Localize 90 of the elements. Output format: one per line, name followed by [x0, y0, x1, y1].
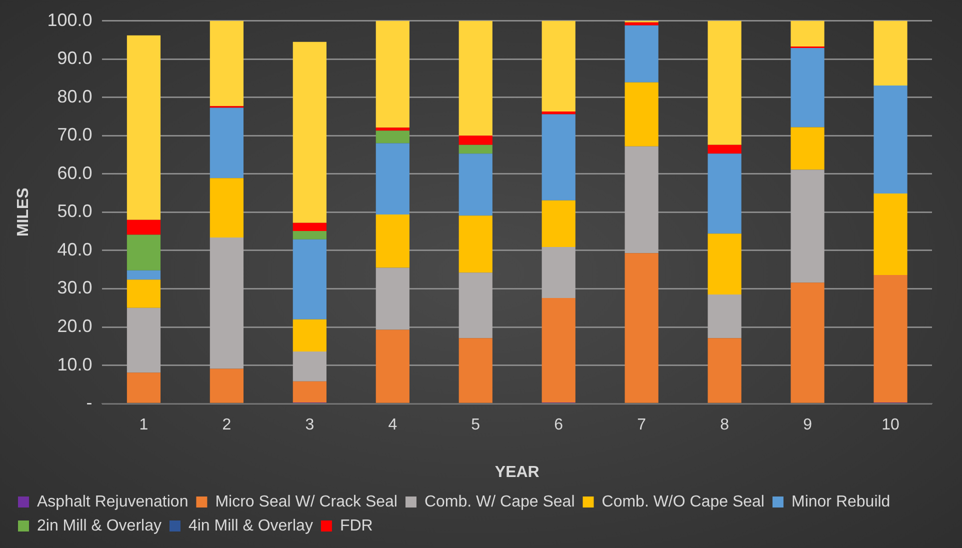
- bar: [708, 294, 742, 338]
- bar: [126, 234, 161, 270]
- bar: [126, 270, 161, 280]
- bar: [126, 35, 161, 220]
- x-tick-label: 10: [882, 416, 900, 434]
- y-tick-label: 60.0: [57, 162, 92, 183]
- y-tick-label: 10.0: [57, 354, 92, 374]
- y-tick-label: 70.0: [57, 124, 92, 145]
- bar: [126, 308, 161, 373]
- bar: [292, 42, 326, 223]
- bar: [376, 130, 410, 144]
- bar: [708, 20, 742, 145]
- bar: [292, 319, 326, 352]
- legend-label: Minor Rebuild: [791, 493, 890, 510]
- bar: [458, 216, 492, 273]
- bar: [210, 108, 244, 178]
- y-tick-label: -: [86, 392, 92, 413]
- x-tick-label: 2: [222, 416, 232, 434]
- bar: [376, 128, 410, 131]
- y-tick-label: 20.0: [57, 316, 92, 336]
- bar: [376, 214, 410, 268]
- legend-label: 4in Mill & Overlay: [188, 517, 313, 534]
- x-tick-label: 4: [388, 416, 398, 434]
- bar: [458, 144, 492, 154]
- bar: [458, 272, 492, 338]
- bar: [874, 274, 908, 402]
- y-tick-label: 90.0: [57, 48, 92, 68]
- x-tick-label: 7: [637, 416, 646, 434]
- bar: [126, 280, 161, 308]
- x-tick-label: 5: [471, 416, 480, 434]
- bar: [542, 20, 576, 112]
- y-tick-label: 50.0: [57, 201, 92, 222]
- x-tick-label: 9: [803, 416, 812, 434]
- bar: [376, 143, 410, 214]
- bar: [708, 234, 742, 294]
- bar: [624, 25, 658, 82]
- bar: [292, 381, 326, 402]
- bar: [458, 338, 492, 403]
- bar: [624, 146, 658, 254]
- bar: [292, 352, 326, 382]
- bar: [790, 282, 824, 403]
- bar: [708, 144, 742, 154]
- bar: [292, 230, 326, 240]
- bar: [292, 239, 326, 320]
- y-axis-title: MILES: [15, 187, 32, 237]
- bar: [624, 82, 658, 146]
- y-tick-label: 80.0: [57, 86, 92, 106]
- bar: [542, 200, 576, 248]
- bar: [376, 20, 410, 128]
- bar: [790, 20, 824, 46]
- bar: [542, 112, 576, 114]
- bar: [790, 127, 824, 170]
- bar: [210, 237, 244, 369]
- bar: [542, 298, 576, 402]
- legend-label: Micro Seal W/ Crack Seal: [215, 493, 398, 510]
- x-axis-title: YEAR: [494, 464, 540, 481]
- bar: [624, 22, 658, 26]
- bar: [790, 170, 824, 283]
- x-tick-label: 1: [139, 416, 148, 434]
- y-tick-label: 100.0: [47, 10, 92, 30]
- bar: [458, 154, 492, 216]
- bar: [874, 193, 908, 275]
- bar: [542, 247, 576, 298]
- bar: [210, 20, 244, 106]
- bar: [874, 85, 908, 194]
- bar: [458, 136, 492, 145]
- bar: [542, 114, 576, 200]
- bar: [210, 178, 244, 238]
- legend-label: 2in Mill & Overlay: [37, 517, 162, 534]
- bar: [292, 222, 326, 231]
- bar: [874, 20, 908, 86]
- legend-label: FDR: [340, 517, 373, 534]
- x-tick-label: 3: [305, 416, 314, 434]
- bar: [624, 253, 658, 403]
- legend-label: Comb. W/ Cape Seal: [424, 493, 575, 510]
- y-tick-label: 30.0: [57, 278, 92, 298]
- legend-label: Asphalt Rejuvenation: [37, 493, 188, 510]
- bar: [458, 20, 492, 136]
- x-tick-label: 8: [720, 416, 730, 434]
- x-tick-label: 6: [554, 416, 564, 434]
- bar: [210, 368, 244, 403]
- y-tick-label: 40.0: [57, 239, 92, 260]
- bar: [790, 48, 824, 128]
- bar: [126, 372, 161, 403]
- bar: [708, 154, 742, 234]
- legend-label: Comb. W/O Cape Seal: [602, 493, 764, 510]
- bar: [708, 338, 742, 403]
- bar: [376, 330, 410, 403]
- bar: [376, 268, 410, 330]
- bar: [126, 220, 161, 235]
